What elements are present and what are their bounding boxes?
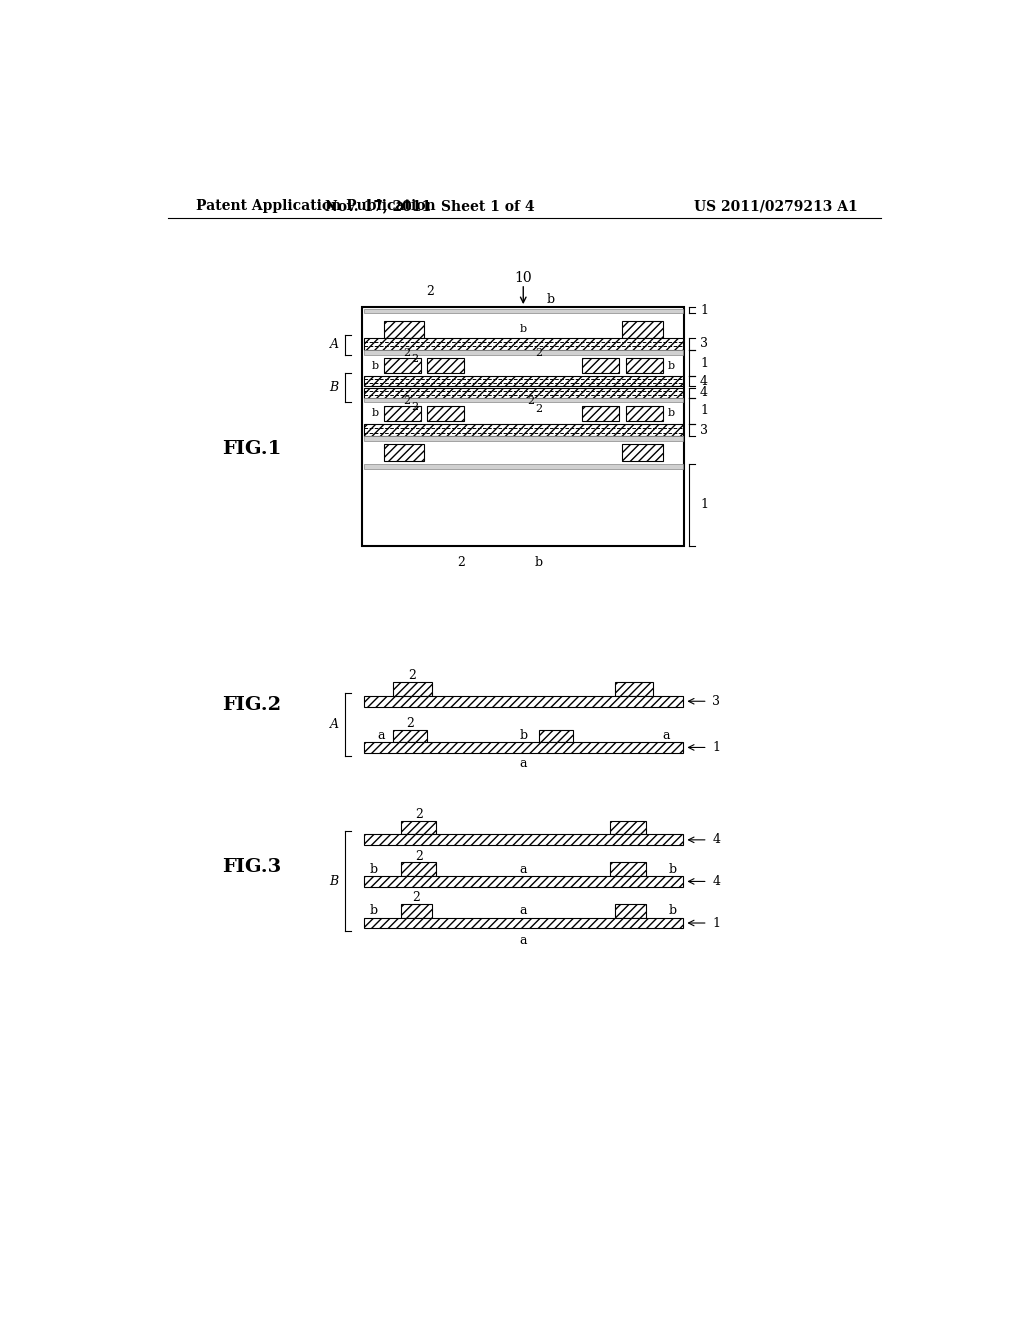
Bar: [364, 376, 683, 387]
Text: 2: 2: [536, 348, 543, 358]
Bar: [364, 696, 683, 706]
Bar: [364, 876, 683, 887]
Text: 2: 2: [527, 396, 535, 407]
Bar: [610, 862, 646, 876]
Text: b: b: [372, 408, 379, 418]
Bar: [427, 358, 464, 374]
Bar: [364, 834, 683, 845]
Bar: [400, 862, 436, 876]
Text: 4: 4: [713, 833, 720, 846]
Text: B: B: [330, 875, 339, 888]
Bar: [364, 465, 683, 469]
Bar: [427, 405, 464, 421]
Text: 2: 2: [412, 403, 419, 412]
Text: 1: 1: [713, 916, 720, 929]
Bar: [364, 437, 683, 441]
Text: 2: 2: [413, 891, 420, 904]
Bar: [384, 405, 421, 421]
Text: 3: 3: [700, 424, 708, 437]
Bar: [626, 405, 663, 421]
Text: Nov. 17, 2011  Sheet 1 of 4: Nov. 17, 2011 Sheet 1 of 4: [326, 199, 536, 213]
Bar: [384, 321, 424, 338]
Text: b: b: [668, 360, 675, 371]
Text: Patent Application Publication: Patent Application Publication: [197, 199, 436, 213]
Bar: [364, 397, 683, 403]
Bar: [364, 338, 683, 350]
Bar: [393, 682, 432, 696]
Text: 1: 1: [700, 404, 708, 417]
Text: a: a: [377, 730, 384, 742]
Text: A: A: [330, 718, 339, 731]
Text: 1: 1: [700, 356, 708, 370]
Bar: [364, 917, 683, 928]
Text: 1: 1: [713, 741, 720, 754]
Text: FIG.3: FIG.3: [222, 858, 282, 875]
Bar: [614, 682, 653, 696]
Text: 2: 2: [403, 348, 411, 358]
Bar: [610, 821, 646, 834]
Bar: [614, 904, 646, 917]
Text: 3: 3: [713, 694, 720, 708]
Bar: [362, 308, 684, 545]
Text: 2: 2: [415, 850, 423, 862]
Text: b: b: [372, 360, 379, 371]
Bar: [623, 444, 663, 461]
Text: 2: 2: [407, 717, 414, 730]
Text: a: a: [519, 758, 527, 770]
Bar: [583, 405, 620, 421]
Text: a: a: [519, 904, 527, 917]
Text: b: b: [370, 904, 378, 917]
Text: 1: 1: [700, 304, 708, 317]
Text: 2: 2: [458, 556, 465, 569]
Bar: [364, 424, 683, 437]
Bar: [583, 358, 620, 374]
Text: 1: 1: [700, 499, 708, 511]
Bar: [400, 904, 432, 917]
Text: FIG.2: FIG.2: [222, 696, 282, 714]
Bar: [626, 358, 663, 374]
Text: 2: 2: [403, 396, 411, 407]
Text: 2: 2: [412, 354, 419, 364]
Text: 2: 2: [409, 669, 417, 682]
Text: 4: 4: [700, 387, 708, 400]
Bar: [364, 309, 683, 313]
Bar: [539, 730, 572, 742]
Text: b: b: [370, 862, 378, 875]
Text: 3: 3: [700, 338, 708, 351]
Text: 10: 10: [514, 271, 532, 285]
Text: FIG.1: FIG.1: [222, 441, 282, 458]
Bar: [364, 742, 683, 752]
Text: b: b: [519, 730, 527, 742]
Text: b: b: [535, 556, 543, 569]
Text: A: A: [330, 338, 339, 351]
Text: a: a: [519, 862, 527, 875]
Text: b: b: [668, 408, 675, 418]
Bar: [364, 350, 683, 355]
Text: B: B: [330, 381, 339, 395]
Bar: [623, 321, 663, 338]
Text: a: a: [519, 935, 527, 948]
Text: b: b: [669, 862, 677, 875]
Text: b: b: [547, 293, 554, 306]
Bar: [364, 388, 683, 397]
Text: 4: 4: [700, 375, 708, 388]
Bar: [384, 444, 424, 461]
Text: 2: 2: [415, 808, 423, 821]
Text: a: a: [663, 730, 670, 742]
Bar: [384, 358, 421, 374]
Text: b: b: [520, 325, 526, 334]
Text: 2: 2: [536, 404, 543, 413]
Bar: [393, 730, 427, 742]
Text: 4: 4: [713, 875, 720, 888]
Text: b: b: [669, 904, 677, 917]
Bar: [400, 821, 436, 834]
Text: US 2011/0279213 A1: US 2011/0279213 A1: [693, 199, 857, 213]
Text: 2: 2: [426, 285, 434, 298]
